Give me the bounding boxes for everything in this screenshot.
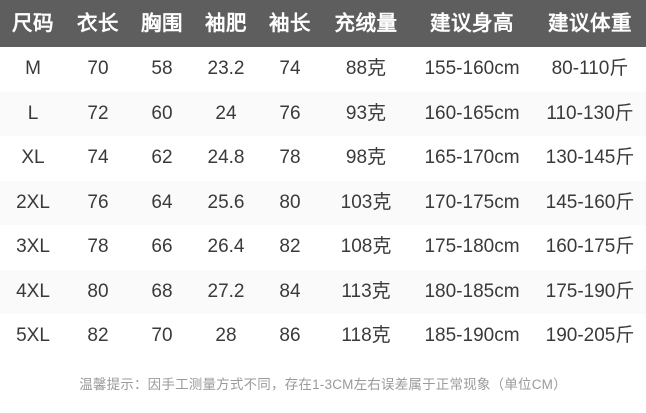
cell-sleeve-width: 25.6	[207, 191, 245, 213]
column-header-sleeve-width: 袖肥	[205, 12, 247, 35]
table-row: L 72 60 24 76 93克 160-165cm 110-130斤	[0, 91, 646, 136]
cell-bust: 58	[151, 58, 173, 79]
cell-length: 78	[87, 236, 109, 257]
cell-weight: 80-110斤	[551, 58, 629, 79]
cell-length: 82	[87, 325, 109, 346]
table-row: 3XL 78 66 26.4 82 108克 175-180cm 160-175…	[0, 225, 646, 270]
cell-height: 180-185cm	[424, 280, 520, 302]
cell-bust: 64	[151, 191, 173, 213]
cell-sleeve-length: 74	[279, 58, 301, 79]
cell-bust: 66	[151, 236, 173, 257]
table-row: 4XL 80 68 27.2 84 113克 180-185cm 175-190…	[0, 269, 646, 314]
cell-sleeve-width: 26.4	[207, 236, 245, 257]
cell-weight: 190-205斤	[545, 325, 635, 346]
cell-weight: 175-190斤	[545, 280, 635, 302]
cell-sleeve-width: 24	[215, 102, 237, 124]
cell-weight: 160-175斤	[545, 236, 635, 257]
cell-height: 175-180cm	[424, 236, 520, 257]
cell-size: XL	[21, 147, 45, 168]
cell-down-fill: 93克	[345, 102, 387, 124]
cell-height: 155-160cm	[424, 58, 520, 79]
cell-weight: 110-130斤	[546, 102, 634, 124]
cell-sleeve-length: 76	[279, 102, 301, 124]
cell-length: 80	[87, 280, 109, 302]
cell-sleeve-length: 78	[279, 147, 301, 168]
cell-sleeve-width: 28	[215, 325, 237, 346]
cell-bust: 70	[151, 325, 173, 346]
cell-size: 4XL	[16, 280, 50, 302]
cell-weight: 130-145斤	[545, 147, 635, 168]
cell-size: 2XL	[16, 191, 50, 213]
cell-sleeve-width: 27.2	[207, 280, 245, 302]
table-header: 尺码 衣长 胸围 袖肥 袖长 充绒量 建议身高 建议体重	[0, 0, 646, 47]
cell-sleeve-length: 82	[279, 236, 301, 257]
cell-length: 70	[87, 58, 109, 79]
cell-size: L	[27, 102, 39, 124]
cell-down-fill: 88克	[345, 58, 387, 79]
cell-down-fill: 108克	[340, 236, 392, 257]
size-chart-table: 尺码 衣长 胸围 袖肥 袖长 充绒量 建议身高 建议体重 M 70 58 23.…	[0, 0, 646, 359]
cell-sleeve-length: 84	[279, 280, 301, 302]
cell-size: 3XL	[16, 236, 50, 257]
measurement-disclaimer-note: 温馨提示：因手工测量方式不同，存在1-3CM左右误差属于正常现象（单位CM）	[79, 377, 567, 392]
cell-down-fill: 98克	[345, 147, 387, 168]
cell-height: 165-170cm	[424, 147, 520, 168]
cell-sleeve-length: 80	[279, 191, 301, 213]
cell-down-fill: 118克	[341, 325, 391, 346]
cell-size: 5XL	[16, 325, 50, 346]
cell-down-fill: 113克	[341, 280, 391, 302]
cell-sleeve-length: 86	[279, 325, 301, 346]
cell-sleeve-width: 23.2	[207, 58, 245, 79]
column-header-length: 衣长	[77, 12, 119, 35]
cell-bust: 60	[151, 102, 173, 124]
column-header-size: 尺码	[12, 12, 54, 35]
column-header-down-fill: 充绒量	[334, 12, 398, 35]
column-header-bust: 胸围	[141, 12, 183, 35]
cell-length: 76	[87, 191, 109, 213]
table-row: M 70 58 23.2 74 88克 155-160cm 80-110斤	[0, 47, 646, 92]
column-header-height: 建议身高	[430, 12, 514, 35]
table-body: M 70 58 23.2 74 88克 155-160cm 80-110斤 L …	[0, 47, 646, 359]
cell-bust: 62	[151, 147, 173, 168]
column-header-sleeve-length: 袖长	[269, 12, 311, 35]
table-row: XL 74 62 24.8 78 98克 165-170cm 130-145斤	[0, 136, 646, 181]
cell-length: 72	[87, 102, 109, 124]
cell-weight: 145-160斤	[545, 191, 635, 213]
header-row: 尺码 衣长 胸围 袖肥 袖长 充绒量 建议身高 建议体重	[0, 0, 646, 47]
cell-height: 185-190cm	[424, 325, 520, 346]
cell-height: 160-165cm	[424, 102, 520, 124]
cell-length: 74	[87, 147, 109, 168]
cell-sleeve-width: 24.8	[207, 147, 245, 168]
table-row: 2XL 76 64 25.6 80 103克 170-175cm 145-160…	[0, 180, 646, 225]
table-row: 5XL 82 70 28 86 118克 185-190cm 190-205斤	[0, 314, 646, 359]
cell-down-fill: 103克	[340, 191, 392, 213]
cell-size: M	[25, 58, 41, 79]
column-header-weight: 建议体重	[548, 12, 632, 35]
cell-height: 170-175cm	[424, 191, 520, 213]
cell-bust: 68	[151, 280, 173, 302]
